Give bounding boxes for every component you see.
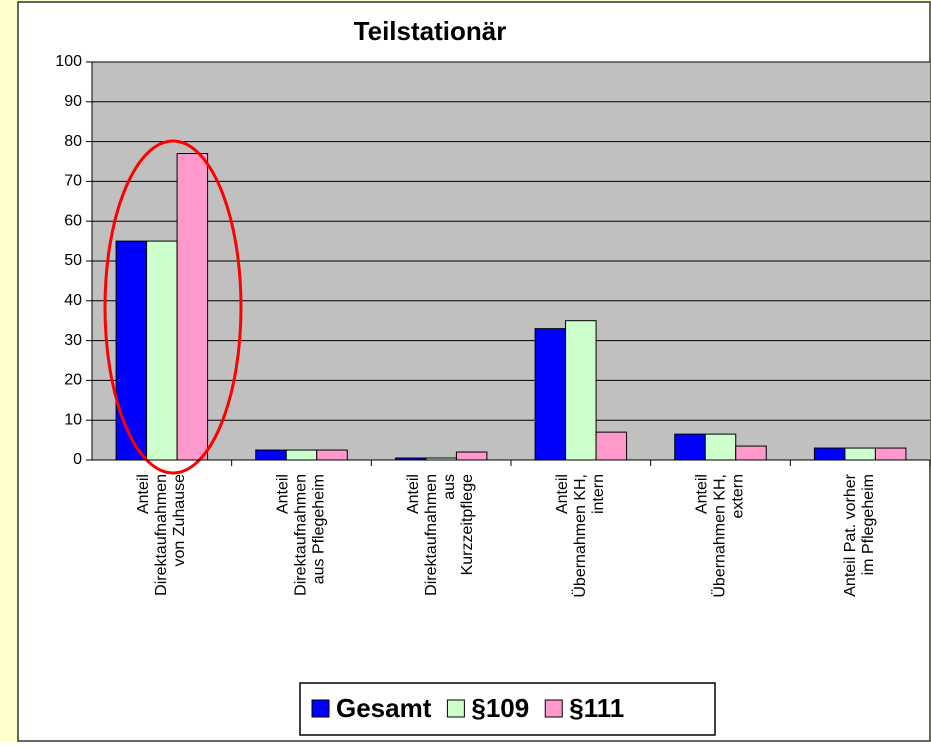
x-tick-label: AnteilÜbernahmen KH,intern xyxy=(554,474,607,598)
bar xyxy=(874,447,907,461)
y-tick-label: 50 xyxy=(64,252,82,269)
x-tick-label: AnteilÜbernahmen KH,extern xyxy=(694,474,747,598)
bar xyxy=(813,447,846,461)
legend-label: §109 xyxy=(471,693,529,723)
x-tick-label: AnteilDirektaufnahmenausKurzzeitpflege xyxy=(405,474,476,596)
legend-swatch xyxy=(544,699,563,718)
y-tick-label: 100 xyxy=(55,53,82,70)
bar xyxy=(844,447,876,461)
y-tick-label: 80 xyxy=(64,133,82,150)
legend-label: §111 xyxy=(569,693,624,723)
bar xyxy=(176,153,209,461)
bar xyxy=(565,320,597,461)
bar xyxy=(255,449,287,461)
highlight-ellipse xyxy=(103,139,243,475)
y-tick-label: 40 xyxy=(64,292,82,309)
bar xyxy=(674,433,706,461)
bar xyxy=(455,451,488,461)
x-tick-label: Anteil Pat. vorherim Pflegeheim xyxy=(842,473,877,596)
y-tick-label: 30 xyxy=(64,332,82,349)
legend xyxy=(299,682,716,736)
x-tick-label: AnteilDirektaufnahmenvon Zuhause xyxy=(135,474,188,596)
bar xyxy=(534,328,567,461)
bar xyxy=(285,449,318,461)
legend-swatch xyxy=(446,699,465,718)
bar xyxy=(735,445,767,461)
bar xyxy=(704,433,737,461)
y-tick-label: 20 xyxy=(64,372,82,389)
y-tick-label: 90 xyxy=(64,93,82,110)
legend-swatch xyxy=(311,699,330,718)
y-tick-label: 10 xyxy=(64,411,82,428)
x-tick-label: AnteilDirektaufnahmenaus Pflegeheim xyxy=(275,474,328,596)
chart-title: Teilstationär xyxy=(354,16,507,46)
bar xyxy=(595,431,628,461)
y-tick-label: 60 xyxy=(64,212,82,229)
y-tick-label: 70 xyxy=(64,173,82,190)
bar xyxy=(146,240,178,461)
bar xyxy=(115,240,148,461)
bar xyxy=(316,449,348,461)
legend-label: Gesamt xyxy=(336,693,432,723)
y-tick-label: 0 xyxy=(73,451,82,468)
marks xyxy=(92,61,930,461)
